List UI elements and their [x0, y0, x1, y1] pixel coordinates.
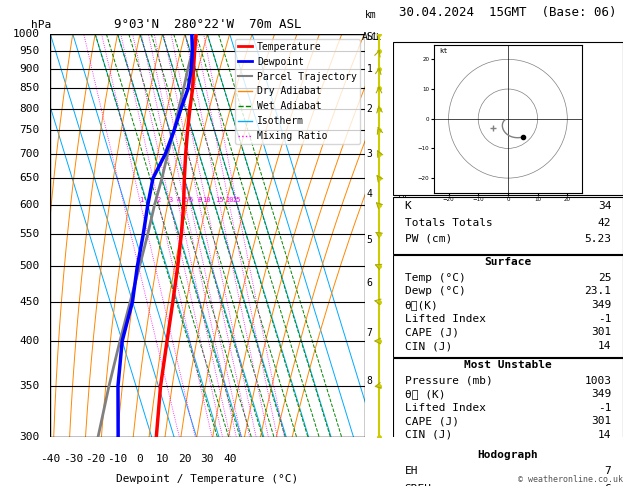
Text: SREH: SREH: [404, 484, 431, 486]
Text: K: K: [404, 201, 411, 211]
Text: 30.04.2024  15GMT  (Base: 06): 30.04.2024 15GMT (Base: 06): [399, 6, 616, 19]
Text: -40: -40: [40, 453, 60, 464]
Text: 1: 1: [139, 197, 143, 203]
Text: 1: 1: [366, 64, 372, 74]
Text: 2: 2: [366, 104, 372, 114]
Bar: [393, 358, 623, 446]
Text: 800: 800: [19, 104, 39, 114]
Text: 14: 14: [598, 341, 611, 351]
Text: 550: 550: [19, 229, 39, 239]
Text: 34: 34: [598, 201, 611, 211]
Text: 42: 42: [598, 218, 611, 227]
Text: 30: 30: [201, 453, 214, 464]
Text: EH: EH: [404, 466, 418, 476]
Text: 400: 400: [19, 336, 39, 346]
Text: Lifted Index: Lifted Index: [404, 314, 486, 324]
Text: 25: 25: [233, 197, 242, 203]
Text: 5: 5: [183, 197, 187, 203]
Text: 2: 2: [157, 197, 161, 203]
Text: PW (cm): PW (cm): [404, 234, 452, 243]
Text: CAPE (J): CAPE (J): [404, 417, 459, 426]
Text: -20: -20: [85, 453, 105, 464]
Text: 20: 20: [225, 197, 234, 203]
Text: 3: 3: [168, 197, 172, 203]
Bar: [393, 42, 623, 195]
Text: Temp (°C): Temp (°C): [404, 273, 465, 283]
Bar: [393, 255, 623, 357]
Text: Totals Totals: Totals Totals: [404, 218, 493, 227]
Text: 700: 700: [19, 149, 39, 158]
Text: 650: 650: [19, 174, 39, 183]
Text: Pressure (mb): Pressure (mb): [404, 376, 493, 386]
Text: Lifted Index: Lifted Index: [404, 403, 486, 413]
Text: 25: 25: [598, 273, 611, 283]
Text: 23.1: 23.1: [584, 286, 611, 296]
Text: 5.23: 5.23: [584, 234, 611, 243]
Text: θᴇ(K): θᴇ(K): [404, 300, 438, 310]
Text: kt: kt: [440, 49, 448, 54]
Text: 301: 301: [591, 417, 611, 426]
Text: Dewpoint / Temperature (°C): Dewpoint / Temperature (°C): [116, 474, 299, 484]
Text: Hodograph: Hodograph: [477, 450, 538, 459]
Text: 349: 349: [591, 300, 611, 310]
Text: 8: 8: [198, 197, 202, 203]
Legend: Temperature, Dewpoint, Parcel Trajectory, Dry Adiabat, Wet Adiabat, Isotherm, Mi: Temperature, Dewpoint, Parcel Trajectory…: [235, 39, 360, 144]
Text: -1: -1: [598, 403, 611, 413]
Text: 6: 6: [366, 278, 372, 288]
Text: 0: 0: [136, 453, 143, 464]
Text: 450: 450: [19, 296, 39, 307]
Text: © weatheronline.co.uk: © weatheronline.co.uk: [518, 474, 623, 484]
Text: CIN (J): CIN (J): [404, 430, 452, 440]
Text: 1000: 1000: [13, 29, 39, 39]
Text: 15: 15: [216, 197, 224, 203]
Text: 301: 301: [591, 328, 611, 337]
Text: 850: 850: [19, 84, 39, 93]
Text: 4: 4: [366, 189, 372, 199]
Text: ASL: ASL: [362, 32, 379, 42]
Text: 600: 600: [19, 200, 39, 210]
Text: 750: 750: [19, 125, 39, 136]
Text: hPa: hPa: [31, 20, 52, 30]
Text: 7: 7: [604, 466, 611, 476]
Text: 10: 10: [203, 197, 211, 203]
Text: km: km: [365, 10, 376, 20]
Text: 900: 900: [19, 64, 39, 74]
Text: 6: 6: [189, 197, 192, 203]
Text: CAPE (J): CAPE (J): [404, 328, 459, 337]
Text: 350: 350: [19, 381, 39, 391]
Text: -1: -1: [598, 314, 611, 324]
Text: 40: 40: [223, 453, 237, 464]
Text: 20: 20: [178, 453, 192, 464]
Text: 6: 6: [604, 484, 611, 486]
Text: -30: -30: [63, 453, 83, 464]
Text: θᴇ (K): θᴇ (K): [404, 389, 445, 399]
Text: LCL: LCL: [366, 33, 381, 42]
Text: 4: 4: [176, 197, 181, 203]
Text: Dewp (°C): Dewp (°C): [404, 286, 465, 296]
Text: 5: 5: [366, 236, 372, 245]
Text: CIN (J): CIN (J): [404, 341, 452, 351]
Text: 10: 10: [156, 453, 169, 464]
Text: 349: 349: [591, 389, 611, 399]
Text: 500: 500: [19, 261, 39, 271]
Text: Surface: Surface: [484, 257, 532, 267]
Bar: [393, 448, 623, 486]
Text: 950: 950: [19, 46, 39, 56]
Text: 3: 3: [366, 149, 372, 158]
Text: 8: 8: [366, 376, 372, 386]
Text: 300: 300: [19, 433, 39, 442]
Text: 14: 14: [598, 430, 611, 440]
Text: 7: 7: [366, 328, 372, 338]
Bar: [393, 197, 623, 254]
Text: -10: -10: [108, 453, 128, 464]
Text: 1003: 1003: [584, 376, 611, 386]
Title: 9°03'N  280°22'W  70m ASL: 9°03'N 280°22'W 70m ASL: [114, 18, 301, 32]
Text: Mixing Ratio (g/kg): Mixing Ratio (g/kg): [398, 188, 407, 283]
Text: Most Unstable: Most Unstable: [464, 360, 552, 369]
